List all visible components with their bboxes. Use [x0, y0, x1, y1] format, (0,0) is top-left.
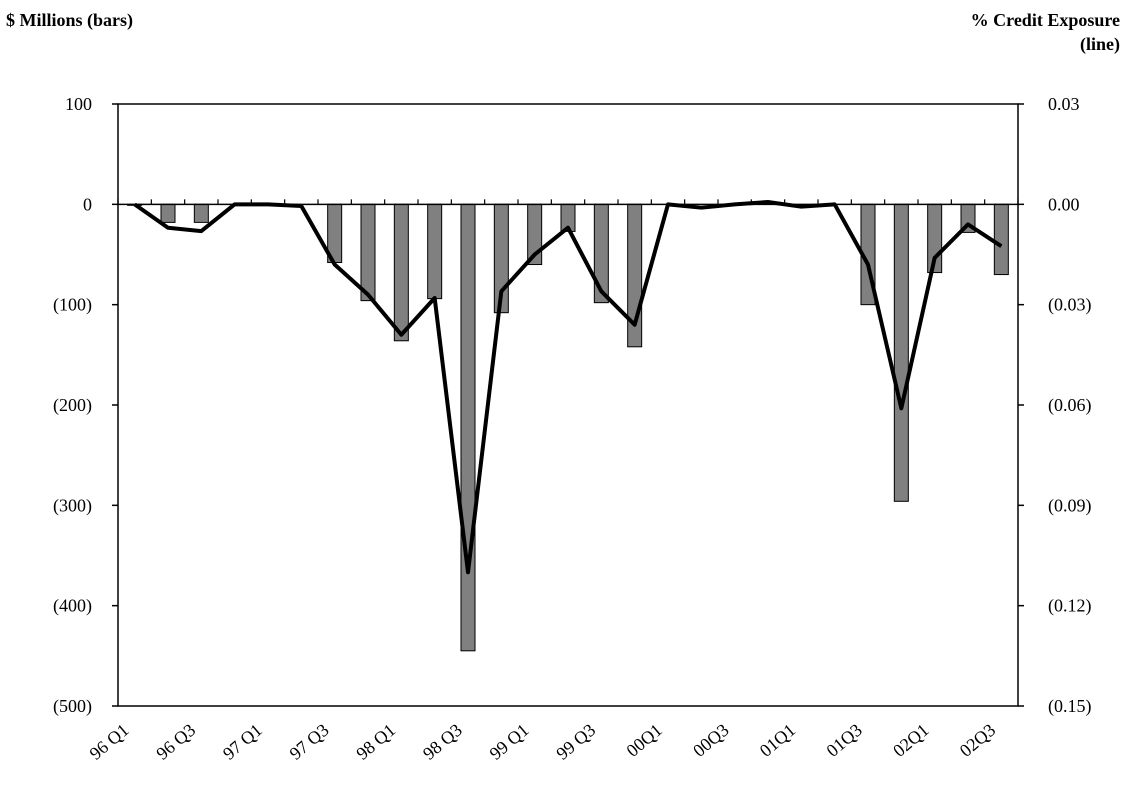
bar-96-q2 [161, 204, 175, 222]
right-tick-label: (0.06) [1048, 395, 1092, 416]
x-tick-label: 99 Q3 [552, 720, 599, 764]
x-tick-label: 02Q1 [889, 720, 932, 761]
left-tick-label: 0 [83, 194, 92, 214]
left-tick-label: (500) [53, 696, 92, 717]
left-tick-label: 100 [65, 94, 92, 114]
bar-98-q3 [461, 204, 475, 650]
x-tick-label: 02Q3 [956, 720, 999, 761]
x-tick-label: 98 Q1 [352, 720, 399, 764]
right-tick-label: (0.09) [1048, 495, 1092, 516]
x-tick-label: 99 Q1 [486, 720, 533, 764]
x-tick-label: 98 Q3 [419, 720, 466, 764]
left-tick-label: (200) [53, 395, 92, 416]
right-tick-label: (0.03) [1048, 295, 1092, 316]
x-tick-label: 97 Q3 [286, 720, 333, 764]
bar-96-q3 [194, 204, 208, 222]
left-tick-label: (100) [53, 295, 92, 316]
x-tick-label: 96 Q1 [86, 720, 133, 764]
x-tick-label: 01Q3 [822, 720, 865, 761]
bar-02-q3 [994, 204, 1008, 274]
x-tick-label: 00Q1 [622, 720, 665, 761]
left-tick-label: (300) [53, 495, 92, 516]
right-tick-label: (0.15) [1048, 696, 1092, 717]
x-tick-label: 01Q1 [756, 720, 799, 761]
bar-98-q1 [394, 204, 408, 340]
bar-97-q4 [361, 204, 375, 300]
x-tick-label: 00Q3 [689, 720, 732, 761]
right-tick-label: 0.03 [1048, 94, 1080, 114]
right-tick-label: (0.12) [1048, 596, 1092, 617]
x-tick-label: 96 Q3 [152, 720, 199, 764]
x-tick-label: 97 Q1 [219, 720, 266, 764]
left-tick-label: (400) [53, 596, 92, 617]
bar-98-q2 [428, 204, 442, 298]
plot-area-frame [118, 104, 1018, 706]
bar-01-q4 [894, 204, 908, 501]
right-tick-label: 0.00 [1048, 194, 1080, 214]
